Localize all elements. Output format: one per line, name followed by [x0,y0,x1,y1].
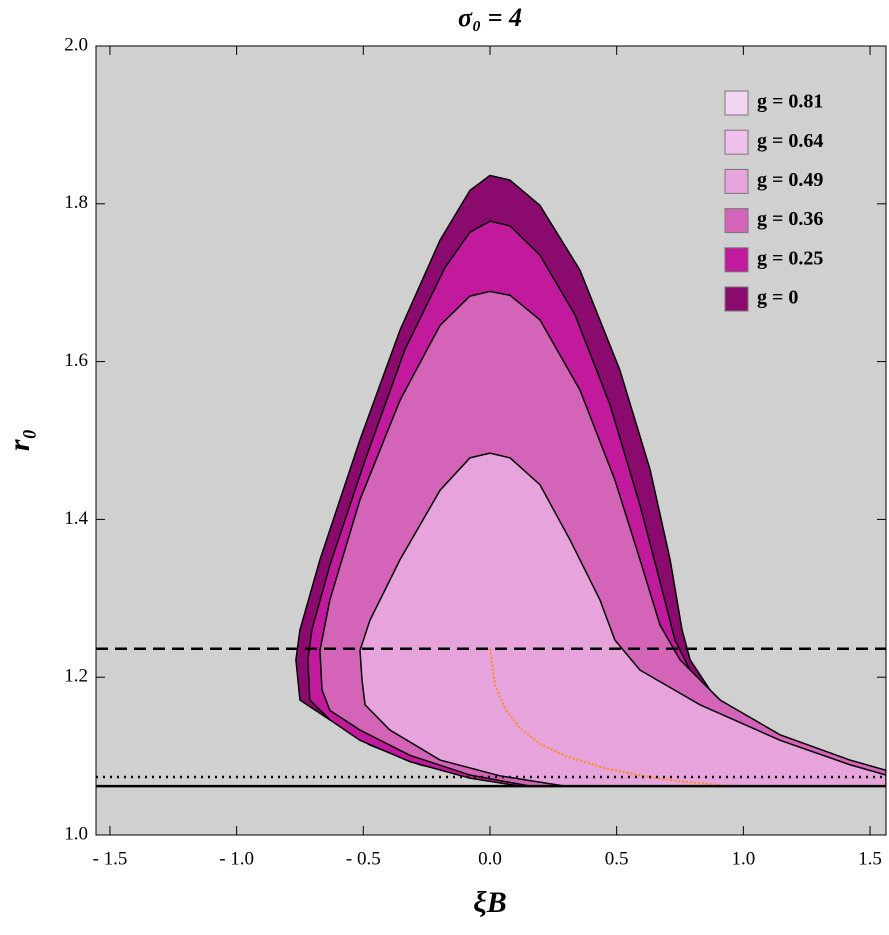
y-tick-label: 1.6 [64,350,88,371]
curve [488,648,726,787]
y-tick-label: 1.0 [64,823,88,844]
legend-label: g = 0.49 [757,169,823,191]
legend-swatch [724,247,749,273]
x-tick-label: 0.0 [478,848,502,869]
legend-label: g = 0.64 [757,130,823,152]
x-tick-label: - 1.0 [219,848,254,869]
legend-swatch [724,90,749,116]
legend-swatch [724,129,749,155]
x-axis-label: ξB [473,886,507,919]
x-tick-label: - 1.5 [93,848,128,869]
x-tick-label: 0.5 [605,848,629,869]
plot-frame [95,45,887,836]
x-tick-label: - 0.5 [346,848,381,869]
legend-swatch [724,168,749,194]
y-tick-label: 1.4 [64,508,88,529]
legend-swatch [724,286,749,312]
x-tick-label: 1.0 [731,848,755,869]
y-tick-label: 1.8 [64,192,88,213]
legend-label: g = 0.25 [757,247,823,269]
plot-area [96,174,886,788]
y-tick-label: 1.2 [64,666,88,687]
y-axis-label: r₀ [3,429,36,451]
x-tick-label: 1.5 [858,848,882,869]
y-tick-label: 2.0 [64,34,88,55]
legend-label: g = 0 [757,287,798,309]
legend-swatch [724,208,749,234]
legend-label: g = 0.36 [757,208,823,230]
region [359,452,886,787]
legend-label: g = 0.81 [757,91,823,113]
chart-title: σ₀ = 4 [458,3,522,32]
